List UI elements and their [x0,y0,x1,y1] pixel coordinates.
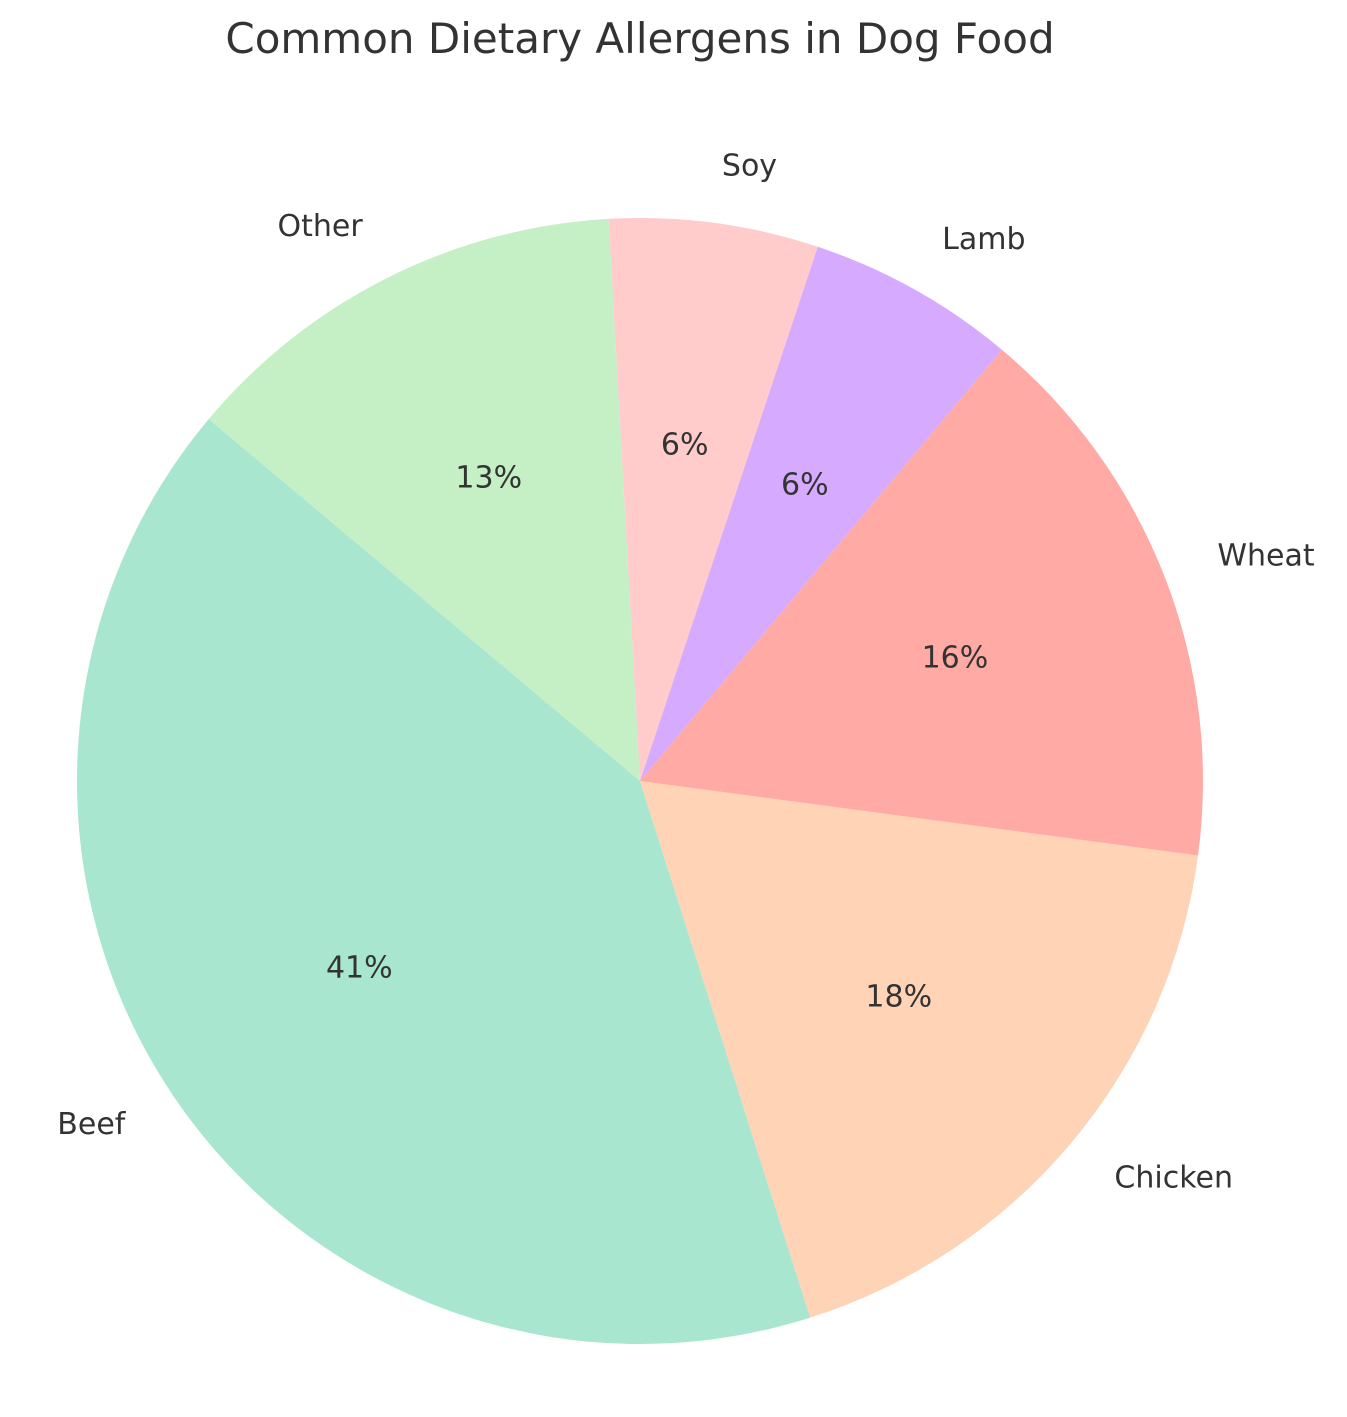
pie-slice-wheat [640,349,1203,856]
pie-labels: Beef 41% Chicken 18% Wheat 16% Lamb 6% Soy 6% Othe… [57,149,1315,1196]
pct-label-beef: 41% [326,950,393,985]
slice-label-wheat: Wheat [1217,539,1315,574]
pie-slices [76,218,1203,1345]
slice-label-chicken: Chicken [1114,1161,1233,1196]
pie-slice-chicken [640,781,1199,1318]
chart-title: Common Dietary Allergens in Dog Food [225,14,1055,63]
pie-slice-lamb [640,246,1002,781]
pct-label-chicken: 18% [865,980,932,1015]
pie-slice-soy [608,218,818,782]
pie-slice-other [208,218,640,781]
pct-label-wheat: 16% [922,640,989,675]
slice-label-lamb: Lamb [942,222,1025,257]
pct-label-lamb: 6% [781,468,829,503]
slice-label-beef: Beef [57,1107,126,1142]
slice-label-soy: Soy [722,149,777,184]
pie-slice-beef [76,419,811,1345]
pct-label-other: 13% [455,460,522,495]
slice-label-other: Other [278,209,364,244]
pct-label-soy: 6% [661,428,709,463]
